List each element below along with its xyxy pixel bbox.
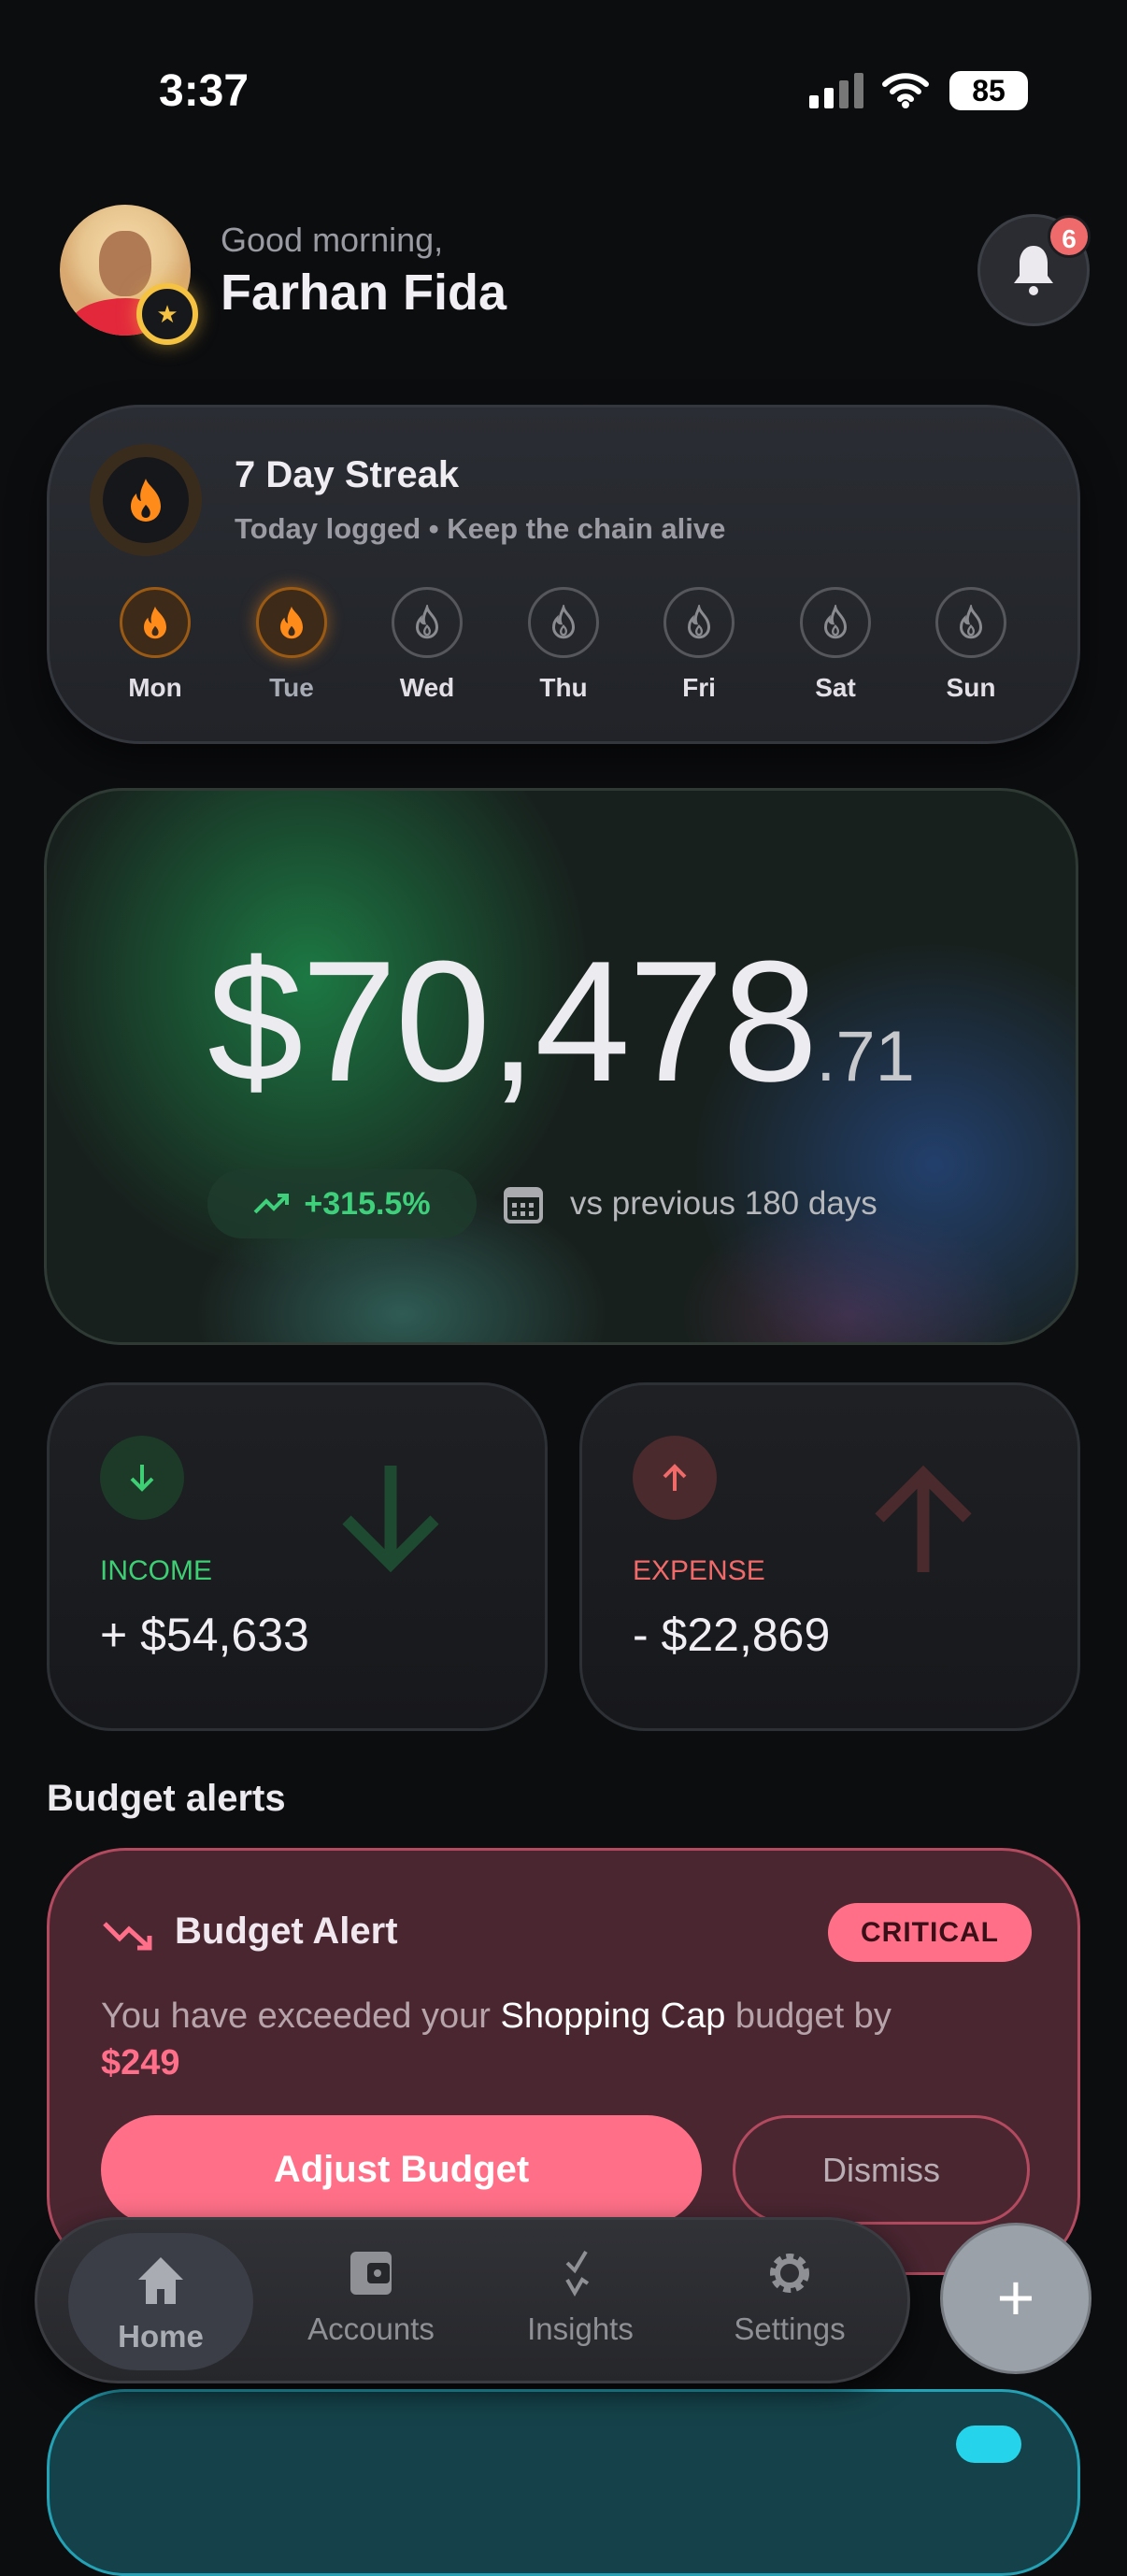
budget-alert-card: Budget Alert CRITICAL You have exceeded … [47, 1848, 1080, 2275]
expense-card[interactable]: EXPENSE - $22,869 [579, 1382, 1080, 1731]
add-button[interactable]: + [940, 2223, 1091, 2374]
nav-accounts[interactable]: Accounts [282, 2248, 460, 2347]
fire-outline-icon [959, 605, 983, 639]
fire-outline-icon [551, 605, 576, 639]
streak-day-mon [120, 587, 191, 658]
streak-title: 7 Day Streak [235, 454, 460, 495]
balance-card[interactable]: $70,478.71 +315.5% vs previous 180 days [44, 788, 1078, 1345]
streak-day-label: Sat [815, 673, 856, 702]
nav-home[interactable]: Home [68, 2233, 253, 2370]
income-value: + $54,633 [100, 1609, 309, 1661]
signal-icon [809, 73, 863, 108]
streak-day-label: Wed [399, 673, 455, 702]
streak-day-sun [935, 587, 1006, 658]
fire-icon [90, 444, 202, 556]
fire-icon [280, 606, 303, 639]
wifi-icon [882, 73, 929, 108]
arrow-down-large-icon [342, 1466, 439, 1573]
badge-medal-icon: ★ [136, 283, 198, 345]
period-selector[interactable]: vs previous 180 days [503, 1183, 877, 1224]
fire-outline-icon [823, 605, 848, 639]
change-badge: +315.5% [207, 1169, 477, 1238]
streak-day-label: Tue [269, 673, 314, 702]
nav-settings[interactable]: Settings [701, 2248, 878, 2347]
streak-day-label: Thu [539, 673, 588, 702]
dismiss-button[interactable]: Dismiss [733, 2115, 1030, 2225]
income-card[interactable]: INCOME + $54,633 [47, 1382, 548, 1731]
home-icon [138, 2257, 183, 2304]
trend-up-icon [253, 1194, 290, 1214]
notification-badge: 6 [1048, 215, 1091, 258]
streak-day-thu [528, 587, 599, 658]
streak-day-fri [663, 587, 735, 658]
arrow-down-icon [100, 1436, 184, 1520]
user-name: Farhan Fida [221, 265, 507, 321]
arrow-up-large-icon [875, 1465, 972, 1572]
bottom-nav: Home Accounts Insights Settings [35, 2217, 910, 2383]
battery-indicator: 85 [949, 71, 1028, 110]
wallet-icon [350, 2252, 392, 2295]
section-title: Budget alerts [47, 1778, 286, 1819]
streak-card[interactable] [47, 405, 1080, 744]
streak-day-label: Mon [128, 673, 182, 702]
greeting: Good morning, [221, 221, 444, 259]
streak-subtitle: Today logged • Keep the chain alive [235, 512, 726, 545]
streak-day-label: Sun [946, 673, 996, 702]
streak-day-sat [800, 587, 871, 658]
fire-icon [144, 606, 166, 639]
adjust-budget-button[interactable]: Adjust Budget [101, 2115, 702, 2225]
severity-badge: CRITICAL [828, 1903, 1032, 1962]
fire-outline-icon [687, 605, 711, 639]
next-card [47, 2389, 1080, 2576]
period-label: vs previous 180 days [570, 1185, 877, 1222]
fire-outline-icon [415, 605, 439, 639]
status-time: 3:37 [159, 66, 250, 116]
expense-label: EXPENSE [633, 1555, 765, 1586]
alert-title: Budget Alert [175, 1911, 398, 1952]
streak-day-label: Fri [682, 673, 716, 702]
expense-value: - $22,869 [633, 1609, 831, 1661]
gear-icon [770, 2254, 809, 2293]
bell-icon [1014, 246, 1053, 295]
balance-amount: $70,478.71 [207, 924, 915, 1117]
income-label: INCOME [100, 1555, 212, 1586]
nav-insights[interactable]: Insights [492, 2248, 669, 2347]
streak-day-tue [256, 587, 327, 658]
alert-message: You have exceeded your Shopping Cap budg… [101, 1996, 892, 2082]
insights-icon [565, 2250, 590, 2297]
streak-day-wed [392, 587, 463, 658]
trend-down-icon [103, 1922, 152, 1951]
calendar-icon [504, 1187, 543, 1224]
arrow-up-icon [633, 1436, 717, 1520]
